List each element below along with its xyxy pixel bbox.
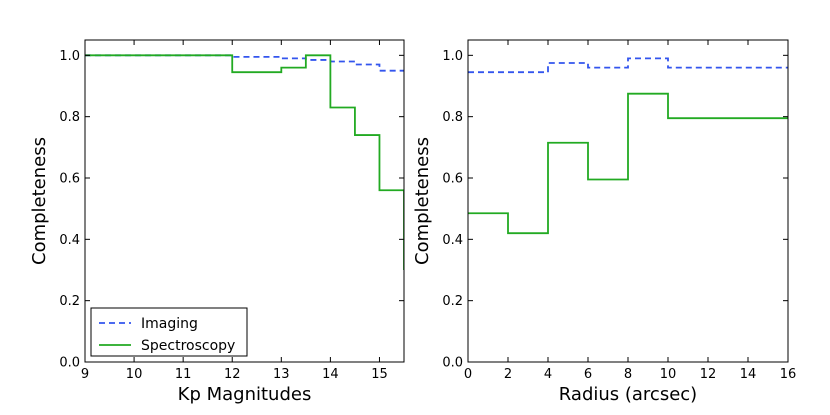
y-tick-label: 0.0 [442, 356, 463, 371]
legend-box [90, 307, 248, 357]
y-tick-label: 0.8 [59, 110, 80, 125]
y-tick-label: 0.8 [442, 110, 463, 125]
series-line-series-1 [468, 92, 788, 235]
plot-frame [84, 39, 405, 363]
y-tick-label: 1.0 [59, 49, 80, 64]
x-tick-label: 14 [740, 367, 757, 382]
x-tick-label: 10 [126, 367, 143, 382]
y-tick-label: 0.6 [442, 172, 463, 187]
y-tick-label: 0.4 [442, 233, 463, 248]
x-tick-label: 12 [224, 367, 241, 382]
x-tick-label: 4 [544, 367, 552, 382]
x-axis-title: Radius (arcsec) [559, 384, 697, 405]
x-tick-label: 12 [700, 367, 717, 382]
y-tick-label: 0.0 [59, 356, 80, 371]
x-tick-label: 0 [464, 367, 472, 382]
series-line-spectroscopy [85, 54, 404, 270]
y-tick-label: 1.0 [442, 49, 463, 64]
y-tick-label: 0.4 [59, 233, 80, 248]
y-axis-title: Completeness [29, 137, 50, 265]
plot-frame [467, 39, 789, 363]
x-tick-label: 8 [624, 367, 632, 382]
y-tick-label: 0.6 [59, 172, 80, 187]
x-tick-label: 6 [584, 367, 592, 382]
x-tick-label: 15 [371, 367, 388, 382]
x-tick-label: 11 [175, 367, 192, 382]
legend-label-imaging: Imaging [141, 316, 198, 332]
series-line-imaging [85, 54, 404, 72]
x-axis-title: Kp Magnitudes [178, 384, 312, 405]
x-tick-label: 16 [780, 367, 797, 382]
series-line-series-0 [468, 57, 788, 74]
x-tick-label: 9 [81, 367, 89, 382]
x-tick-label: 14 [322, 367, 339, 382]
radius-panel: 0 2 4 6 8 10 12 14 16 0.0 0.2 0.4 0.6 0.8 1.0 Radius (a… [412, 39, 797, 405]
x-tick-label: 10 [660, 367, 677, 382]
y-axis-title: Completeness [412, 137, 433, 265]
magnitude-panel: 9 10 11 12 13 14 15 0.0 0.2 0.4 0.6 0.8 1.0 Kp Magnit… [29, 39, 405, 405]
x-tick-label: 13 [273, 367, 290, 382]
x-tick-label: 2 [504, 367, 512, 382]
legend-label-spectroscopy: Spectroscopy [141, 338, 235, 354]
y-tick-label: 0.2 [442, 294, 463, 309]
y-tick-label: 0.2 [59, 294, 80, 309]
